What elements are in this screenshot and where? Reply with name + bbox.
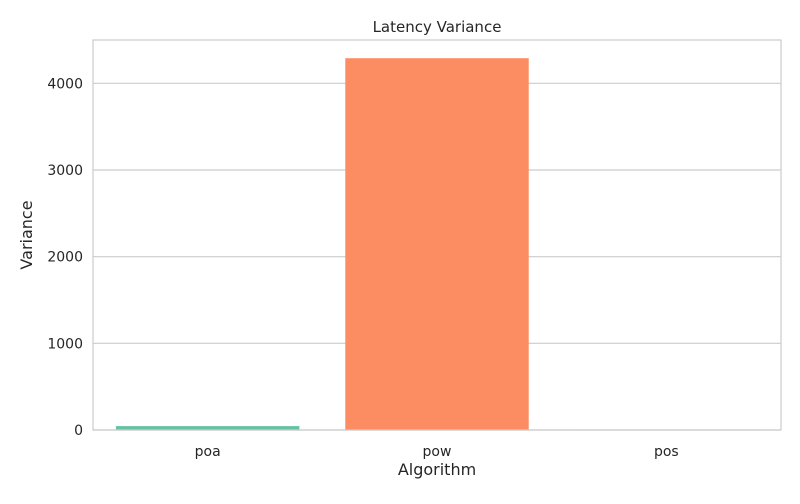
x-tick-label-pos: pos [654, 444, 679, 460]
y-tick-label: 2000 [47, 250, 83, 266]
x-tick-label-poa: poa [195, 444, 221, 460]
bars [115, 58, 759, 430]
y-tick-label: 0 [74, 423, 83, 439]
chart-title: Latency Variance [373, 18, 502, 36]
x-tick-labels: poa pow pos [195, 444, 679, 460]
y-tick-label: 1000 [47, 336, 83, 352]
y-tick-label: 4000 [47, 76, 83, 92]
x-tick-label-pow: pow [423, 444, 452, 460]
bar-poa [115, 426, 300, 430]
y-axis-title: Variance [17, 200, 36, 269]
bar-pow [345, 58, 529, 430]
x-axis-title: Algorithm [398, 460, 476, 479]
y-tick-label: 3000 [47, 163, 83, 179]
plot-frame [92, 39, 782, 431]
y-tick-labels: 0 1000 2000 3000 4000 [47, 76, 83, 439]
